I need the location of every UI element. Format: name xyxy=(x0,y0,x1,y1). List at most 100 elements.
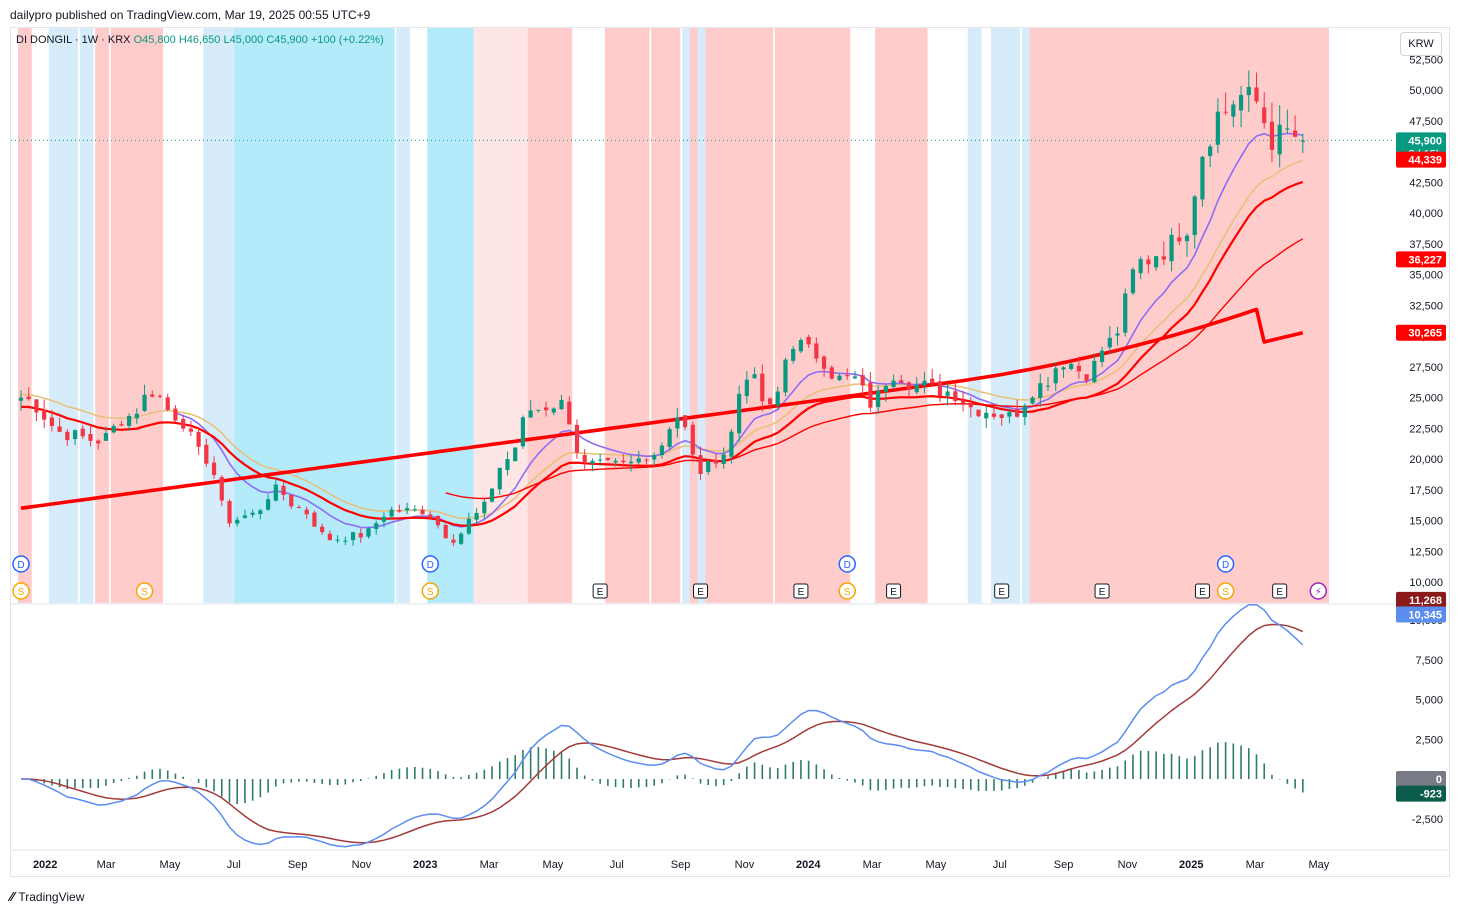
earnings-icon-label: E xyxy=(1199,587,1206,598)
candle-body xyxy=(1246,86,1251,96)
split-icon-label: S xyxy=(1222,587,1229,598)
price-tick-label: 47,500 xyxy=(1409,116,1443,128)
candle xyxy=(675,408,680,438)
candle xyxy=(613,458,618,467)
earnings-icon xyxy=(1272,583,1288,599)
earnings-icon-label: E xyxy=(1276,587,1283,598)
candle xyxy=(1223,92,1228,116)
candle-body xyxy=(760,373,765,402)
candle-body xyxy=(1277,124,1282,155)
candle-body xyxy=(868,382,873,408)
candle-body xyxy=(559,399,564,410)
candle xyxy=(350,531,356,546)
candle xyxy=(706,459,711,475)
candle xyxy=(621,454,626,468)
candle xyxy=(1184,233,1190,257)
price-label-text: 45,900 xyxy=(1408,135,1442,147)
candle xyxy=(443,523,448,539)
candle-body xyxy=(235,519,240,524)
price-tick-label: 37,500 xyxy=(1409,239,1443,251)
candle xyxy=(389,506,394,519)
time-tick-label: Mar xyxy=(1246,859,1265,871)
candle-body xyxy=(34,399,39,413)
candle xyxy=(358,528,363,543)
price-chart[interactable]: 10,000 12,500 15,000 17,500 20,000 22,500 25,0… xyxy=(11,28,1449,876)
earnings-icon-label: E xyxy=(890,587,897,598)
candle xyxy=(1208,144,1213,168)
candle xyxy=(188,420,193,437)
candle-body xyxy=(520,417,526,447)
macd-label-box xyxy=(1396,785,1446,802)
background-band xyxy=(48,28,79,603)
candle xyxy=(196,426,201,455)
candle-body xyxy=(729,431,734,457)
candle-body xyxy=(1231,104,1236,117)
candle-body xyxy=(497,467,502,490)
candle xyxy=(1138,256,1143,280)
candle-body xyxy=(1254,87,1259,102)
candle-body xyxy=(968,404,973,408)
candle-body xyxy=(451,539,456,543)
candle-body xyxy=(984,412,989,419)
candle xyxy=(729,428,734,464)
candle-body xyxy=(404,508,410,511)
candle xyxy=(667,426,672,450)
candle xyxy=(1154,256,1159,271)
candle-body xyxy=(860,375,865,386)
candle xyxy=(181,414,186,432)
candle-body xyxy=(1238,94,1244,111)
candle xyxy=(860,368,865,395)
earnings-icon-label: E xyxy=(597,587,604,598)
candle-body xyxy=(667,429,672,447)
candle xyxy=(837,373,842,382)
candle xyxy=(26,387,31,401)
candle-body xyxy=(744,379,749,397)
dividend-icon-label: D xyxy=(17,560,24,571)
candle-body xyxy=(1099,350,1105,362)
candle-body xyxy=(181,419,186,429)
candle xyxy=(1099,346,1105,368)
split-icon-label: S xyxy=(427,587,434,598)
candle xyxy=(752,367,757,379)
candle xyxy=(1092,353,1097,384)
candle-body xyxy=(420,509,425,515)
candle-body xyxy=(173,408,178,421)
price-tick-label: 10,000 xyxy=(1409,577,1443,589)
candle-body xyxy=(574,424,580,453)
time-tick-label: 2025 xyxy=(1179,859,1203,871)
price-label-text: 36,227 xyxy=(1408,254,1442,266)
candle xyxy=(165,393,170,412)
candle-body xyxy=(366,528,371,537)
candle-body xyxy=(281,485,286,495)
candle xyxy=(111,423,116,434)
candle-body xyxy=(72,430,78,440)
currency-button[interactable]: KRW xyxy=(1400,32,1442,56)
candle xyxy=(343,536,348,546)
candle-body xyxy=(798,339,804,352)
candle xyxy=(381,512,387,528)
candle-body xyxy=(598,459,603,461)
candle-body xyxy=(613,460,618,463)
candle-body xyxy=(80,428,85,437)
candle-body xyxy=(1293,130,1298,137)
candle xyxy=(1084,374,1089,384)
earnings-icon xyxy=(793,583,809,599)
candle-body xyxy=(296,507,302,509)
background-band xyxy=(95,28,109,603)
candle xyxy=(1069,362,1074,371)
candle xyxy=(1022,403,1027,426)
symbol-legend: DI DONGIL · 1W · KRX O45,800 H46,650 L45… xyxy=(16,34,384,46)
candle xyxy=(482,498,487,519)
candle xyxy=(659,442,665,459)
candle-body xyxy=(1115,333,1120,336)
candle-body xyxy=(350,532,356,541)
dividend-icon xyxy=(1216,555,1235,573)
candle-body xyxy=(891,380,896,388)
earnings-icon xyxy=(994,583,1010,599)
candle xyxy=(428,511,433,520)
earnings-icon xyxy=(1094,583,1110,599)
candle xyxy=(273,478,278,502)
candle xyxy=(767,397,773,410)
candle xyxy=(906,381,912,397)
candle xyxy=(366,526,371,539)
